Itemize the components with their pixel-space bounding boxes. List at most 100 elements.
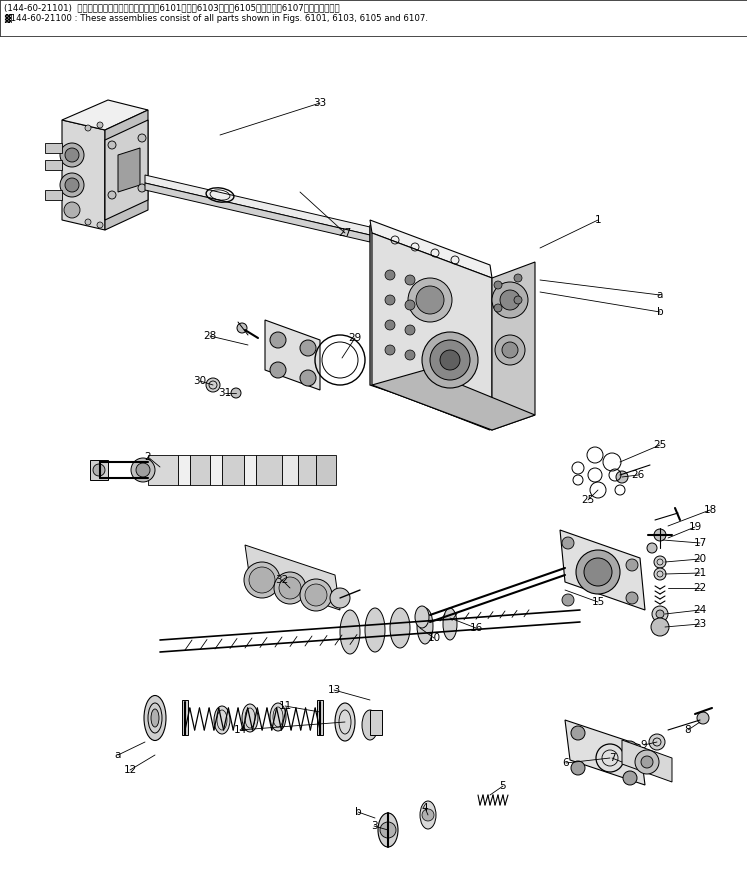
- Polygon shape: [565, 720, 645, 785]
- Circle shape: [562, 594, 574, 606]
- Circle shape: [514, 274, 522, 282]
- Text: 3: 3: [371, 821, 377, 831]
- Circle shape: [641, 756, 653, 768]
- Ellipse shape: [335, 703, 355, 741]
- Circle shape: [654, 568, 666, 580]
- Text: 7: 7: [609, 753, 616, 763]
- Circle shape: [300, 579, 332, 611]
- Text: 8: 8: [685, 725, 691, 735]
- Polygon shape: [245, 545, 340, 610]
- Circle shape: [405, 350, 415, 360]
- Text: 32: 32: [276, 575, 288, 585]
- Text: b: b: [657, 307, 663, 317]
- Polygon shape: [400, 235, 490, 430]
- Text: 4: 4: [422, 803, 428, 813]
- Circle shape: [385, 295, 395, 305]
- Circle shape: [651, 618, 669, 636]
- Circle shape: [65, 148, 79, 162]
- Text: 26: 26: [631, 470, 645, 480]
- Ellipse shape: [151, 709, 159, 727]
- Bar: [244, 455, 256, 485]
- Ellipse shape: [242, 704, 258, 732]
- Circle shape: [405, 275, 415, 285]
- Text: 6: 6: [562, 758, 569, 768]
- Circle shape: [626, 592, 638, 604]
- Bar: [317, 700, 323, 735]
- Bar: [222, 455, 244, 485]
- Text: a: a: [115, 750, 121, 760]
- Text: 28: 28: [203, 331, 217, 341]
- Circle shape: [494, 304, 502, 312]
- Bar: [45, 160, 62, 170]
- Polygon shape: [118, 148, 140, 192]
- Circle shape: [85, 125, 91, 131]
- Circle shape: [626, 559, 638, 571]
- Circle shape: [249, 567, 275, 593]
- Polygon shape: [145, 183, 370, 242]
- Text: 16: 16: [469, 623, 483, 633]
- Circle shape: [697, 712, 709, 724]
- Ellipse shape: [362, 710, 378, 740]
- Polygon shape: [622, 740, 672, 782]
- Circle shape: [65, 178, 79, 192]
- Circle shape: [136, 463, 150, 477]
- Circle shape: [305, 584, 327, 606]
- Text: 11: 11: [279, 701, 291, 711]
- Text: 30: 30: [193, 376, 207, 386]
- Text: 17: 17: [693, 538, 707, 548]
- Circle shape: [416, 286, 444, 314]
- Text: (144-60-21101)  これらのアセンブリの構成部品は第6101図，第6103図，第6105図および第6107図を含みます。: (144-60-21101) これらのアセンブリの構成部品は第6101図，第61…: [4, 3, 340, 12]
- Circle shape: [623, 771, 637, 785]
- Circle shape: [85, 219, 91, 225]
- Circle shape: [274, 572, 306, 604]
- Text: 33: 33: [314, 98, 326, 108]
- Text: 21: 21: [693, 568, 707, 578]
- Circle shape: [380, 822, 396, 838]
- Text: 27: 27: [338, 228, 352, 238]
- Bar: [282, 455, 298, 485]
- Bar: [182, 700, 188, 735]
- Polygon shape: [560, 530, 645, 610]
- Circle shape: [654, 556, 666, 568]
- Text: ▓144-60-21100 : These assemblies consist of all parts shown in Figs. 6101, 6103,: ▓144-60-21100 : These assemblies consist…: [4, 14, 428, 23]
- Polygon shape: [372, 370, 535, 430]
- Circle shape: [206, 378, 220, 392]
- Circle shape: [300, 340, 316, 356]
- Text: 23: 23: [693, 619, 707, 629]
- Polygon shape: [492, 262, 535, 430]
- Ellipse shape: [365, 608, 385, 652]
- Text: 18: 18: [704, 505, 716, 515]
- Text: b: b: [355, 807, 362, 817]
- Ellipse shape: [378, 813, 398, 847]
- Polygon shape: [372, 233, 492, 430]
- Text: 14: 14: [233, 725, 247, 735]
- Ellipse shape: [415, 606, 429, 628]
- Text: 31: 31: [218, 388, 232, 398]
- Circle shape: [330, 588, 350, 608]
- Polygon shape: [145, 175, 370, 235]
- Text: 19: 19: [689, 522, 701, 532]
- Circle shape: [502, 342, 518, 358]
- Circle shape: [422, 809, 434, 821]
- Text: 29: 29: [348, 333, 362, 343]
- Polygon shape: [370, 225, 400, 395]
- Bar: [45, 143, 62, 153]
- Polygon shape: [62, 120, 105, 230]
- Circle shape: [60, 173, 84, 197]
- Circle shape: [270, 332, 286, 348]
- Text: 12: 12: [123, 765, 137, 775]
- Text: 24: 24: [693, 605, 707, 615]
- Bar: [148, 455, 178, 485]
- Text: 9: 9: [641, 740, 648, 750]
- Ellipse shape: [340, 610, 360, 654]
- Polygon shape: [105, 110, 148, 230]
- Circle shape: [430, 340, 470, 380]
- Circle shape: [231, 388, 241, 398]
- Circle shape: [237, 323, 247, 333]
- Text: 2: 2: [145, 452, 152, 462]
- Circle shape: [616, 471, 628, 483]
- Circle shape: [405, 300, 415, 310]
- Circle shape: [60, 143, 84, 167]
- Circle shape: [64, 202, 80, 218]
- Bar: [298, 455, 316, 485]
